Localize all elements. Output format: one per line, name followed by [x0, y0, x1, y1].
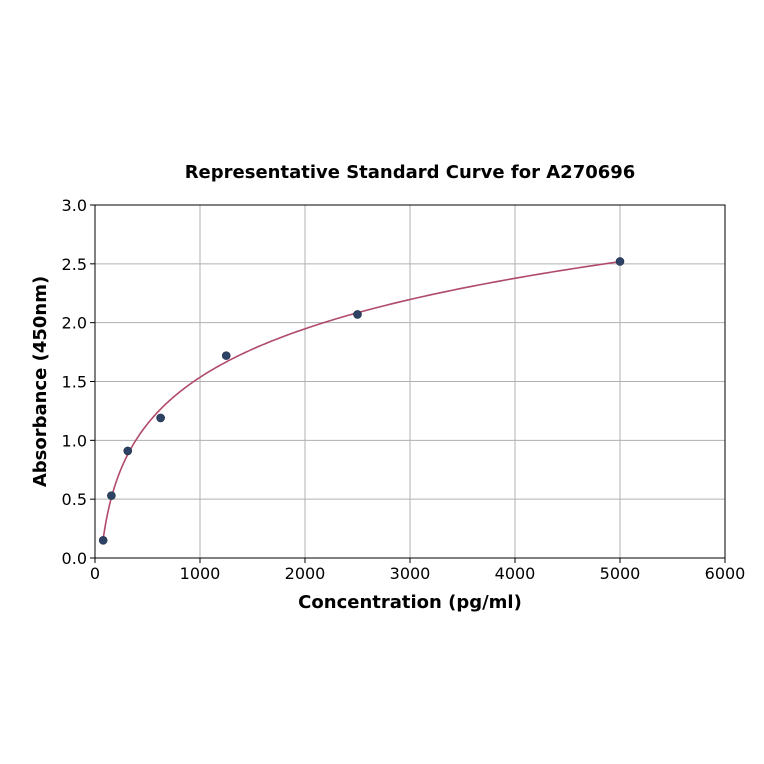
x-tick-label: 0	[90, 564, 100, 583]
x-tick-label: 3000	[390, 564, 431, 583]
data-point	[353, 310, 362, 319]
y-tick-label: 3.0	[62, 196, 87, 215]
data-point	[107, 491, 116, 500]
x-tick-label: 4000	[495, 564, 536, 583]
x-axis-ticks: 0 1000 2000 3000 4000 5000 6000	[90, 558, 745, 583]
y-tick-label: 0.0	[62, 549, 87, 568]
y-tick-label: 1.0	[62, 431, 87, 450]
fitted-curve-line	[102, 260, 621, 540]
data-point	[221, 351, 231, 360]
x-axis-label: Concentration (pg/ml)	[298, 592, 522, 613]
y-axis-label: Absorbance (450nm)	[30, 276, 51, 487]
x-tick-label: 5000	[600, 564, 641, 583]
grid-lines	[94, 204, 726, 559]
x-tick-label: 2000	[285, 564, 326, 583]
x-tick-label: 6000	[705, 564, 746, 583]
y-tick-label: 0.5	[62, 490, 87, 509]
fitted-curve-layer	[102, 260, 621, 540]
chart-title: Representative Standard Curve for A27069…	[185, 162, 636, 183]
x-tick-label: 1000	[180, 564, 221, 583]
y-tick-label: 1.5	[62, 373, 87, 392]
data-point	[615, 257, 625, 266]
y-tick-label: 2.0	[62, 314, 87, 333]
data-point	[98, 536, 108, 545]
y-tick-label: 2.5	[62, 255, 87, 274]
y-axis-ticks: 0.0 0.5 1.0 1.5 2.0 2.5 3.0	[62, 196, 95, 568]
data-point	[123, 446, 133, 456]
data-points-layer	[98, 257, 625, 545]
data-point	[156, 413, 165, 423]
